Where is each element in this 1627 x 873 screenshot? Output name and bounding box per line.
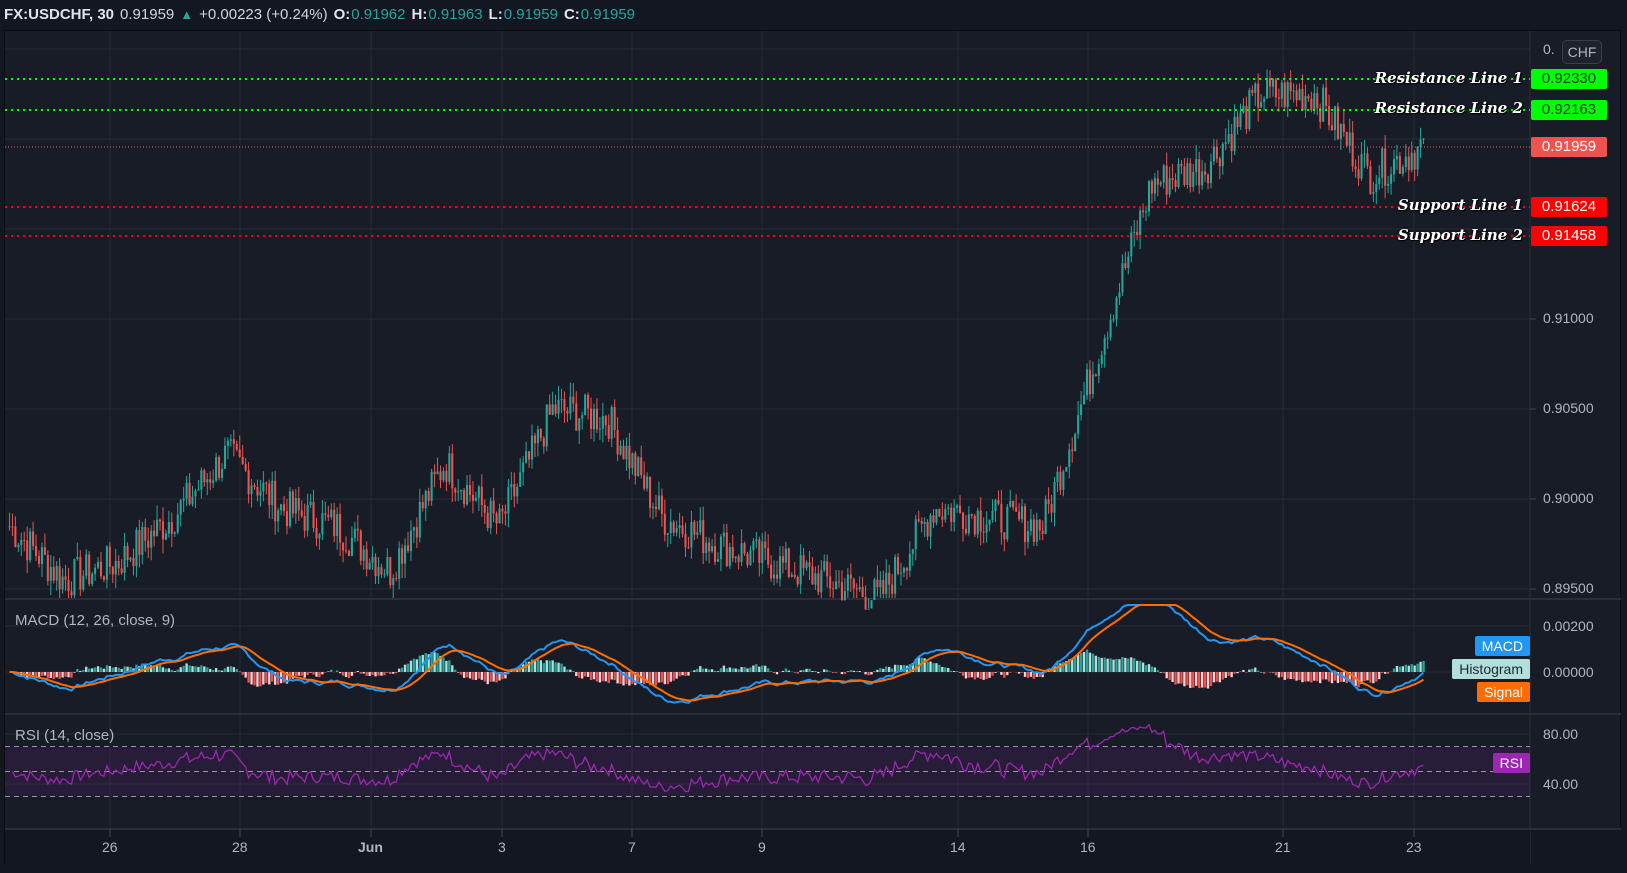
open-label: O:: [333, 5, 351, 23]
time-tick: 28: [232, 839, 248, 855]
up-arrow-icon: ▲: [180, 6, 194, 22]
rsi-tick: 40.00: [1543, 776, 1579, 792]
macd-tick: 0.00200: [1543, 618, 1594, 634]
time-tick: 16: [1080, 839, 1096, 855]
last-price: 0.91959: [120, 5, 175, 23]
time-tick: 26: [102, 839, 118, 855]
macd-tag: MACD: [1474, 636, 1530, 656]
close-value: 0.91959: [580, 5, 636, 23]
low-label: L:: [488, 5, 503, 23]
price-change: +0.00223 (+0.24%): [199, 5, 328, 23]
price-tick: 0.91000: [1543, 310, 1594, 326]
open-value: 0.91962: [351, 5, 406, 23]
time-tick: 3: [498, 839, 506, 855]
time-tick: 23: [1406, 839, 1422, 855]
resistance-line-2-label[interactable]: Resistance Line 2: [1374, 99, 1523, 117]
high-value: 0.91963: [428, 5, 483, 23]
price-tick: 0.89500: [1543, 580, 1594, 596]
time-tick: 14: [950, 839, 966, 855]
price-axis-partial-label: 0.: [1543, 41, 1555, 57]
time-tick: 9: [758, 839, 766, 855]
signal-tag: Signal: [1477, 682, 1530, 702]
support-line-1-price-tag: 0.91624: [1531, 197, 1607, 217]
macd-tick: 0.00000: [1543, 664, 1594, 680]
rsi-title[interactable]: RSI (14, close): [15, 727, 115, 744]
price-tick: 0.90000: [1543, 490, 1594, 506]
resistance-line-2-price-tag: 0.92163: [1531, 100, 1607, 120]
resistance-line-1-label[interactable]: Resistance Line 1: [1374, 69, 1523, 87]
currency-button[interactable]: CHF: [1562, 40, 1602, 64]
time-tick: 21: [1275, 839, 1291, 855]
low-value: 0.91959: [503, 5, 558, 23]
histogram-tag: Histogram: [1452, 659, 1530, 679]
current-price-tag: 0.91959: [1531, 137, 1607, 157]
support-line-2-label[interactable]: Support Line 2: [1397, 226, 1523, 244]
time-tick: 7: [628, 839, 636, 855]
chart-frame[interactable]: [4, 30, 1621, 865]
rsi-tick: 80.00: [1543, 726, 1579, 742]
support-line-1-label[interactable]: Support Line 1: [1397, 196, 1523, 214]
resistance-line-1-price-tag: 0.92330: [1531, 69, 1607, 89]
rsi-tag: RSI: [1492, 753, 1530, 773]
price-tick: 0.90500: [1543, 400, 1594, 416]
high-label: H:: [411, 5, 428, 23]
symbol-legend: FX:USDCHF, 30 0.91959 ▲ +0.00223 (+0.24%…: [4, 4, 635, 24]
symbol-name[interactable]: FX:USDCHF, 30: [4, 5, 115, 23]
support-line-2-price-tag: 0.91458: [1531, 226, 1607, 246]
close-label: C:: [563, 5, 580, 23]
macd-title[interactable]: MACD (12, 26, close, 9): [15, 612, 176, 629]
time-tick: Jun: [358, 839, 383, 855]
